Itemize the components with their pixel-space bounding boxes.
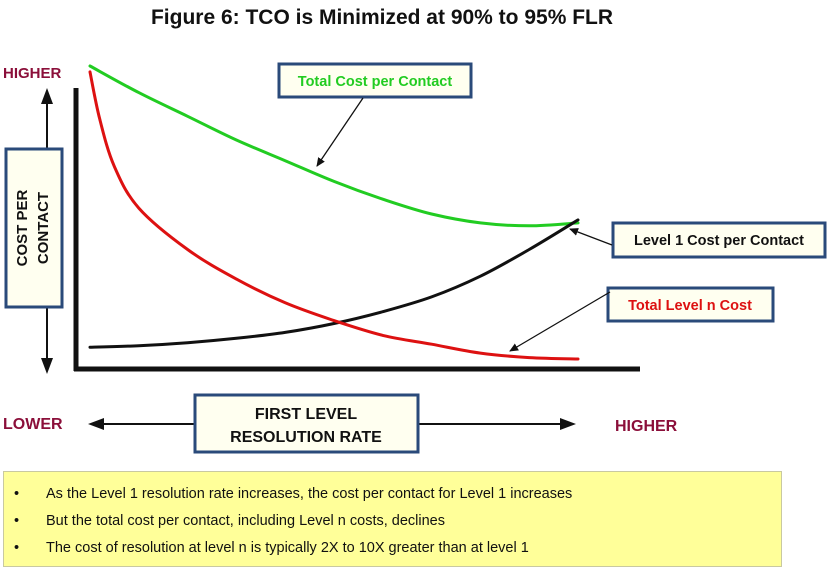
pointer-total-cost <box>316 97 364 167</box>
chart: Figure 6: TCO is Minimized at 90% to 95%… <box>3 6 827 454</box>
x-low-label: LOWER <box>3 416 63 433</box>
y-axis-label-line-2: CONTACT <box>35 192 52 264</box>
x-high-label: HIGHER <box>615 418 678 435</box>
note-text: As the Level 1 resolution rate increases… <box>46 486 573 502</box>
callout-total-cost: Total Cost per Contact <box>277 62 473 99</box>
series-level-n-cost-line <box>88 70 580 361</box>
bullet-icon: • <box>14 540 20 556</box>
callout-total-cost-label: Total Cost per Contact <box>298 74 453 90</box>
y-axis-label-line-1: COST PER <box>14 189 31 266</box>
pointer-level1-cost <box>569 228 613 246</box>
callout-level-n-cost: Total Level n Cost <box>606 286 775 323</box>
note-text: The cost of resolution at level n is typ… <box>46 540 529 556</box>
callout-level-n-cost-label: Total Level n Cost <box>628 298 752 314</box>
series-total-cost-line <box>88 64 580 228</box>
callout-level1-cost-label: Level 1 Cost per Contact <box>634 233 804 249</box>
chart-title: Figure 6: TCO is Minimized at 90% to 95%… <box>151 6 613 29</box>
series-level1-cost-line <box>88 218 580 349</box>
pointer-level-n-cost <box>509 291 611 352</box>
x-axis-label-line-1: FIRST LEVEL <box>255 406 357 423</box>
callout-level1-cost: Level 1 Cost per Contact <box>611 221 827 259</box>
y-axis-label-box: COST PER CONTACT <box>4 147 64 309</box>
x-axis-label-box: FIRST LEVEL RESOLUTION RATE <box>193 393 420 454</box>
y-high-label: HIGHER <box>3 65 62 82</box>
notes-panel: • As the Level 1 resolution rate increas… <box>3 471 782 567</box>
x-axis-label-line-2: RESOLUTION RATE <box>230 429 382 446</box>
bullet-icon: • <box>14 513 20 529</box>
bullet-icon: • <box>14 486 20 502</box>
note-text: But the total cost per contact, includin… <box>46 513 445 529</box>
